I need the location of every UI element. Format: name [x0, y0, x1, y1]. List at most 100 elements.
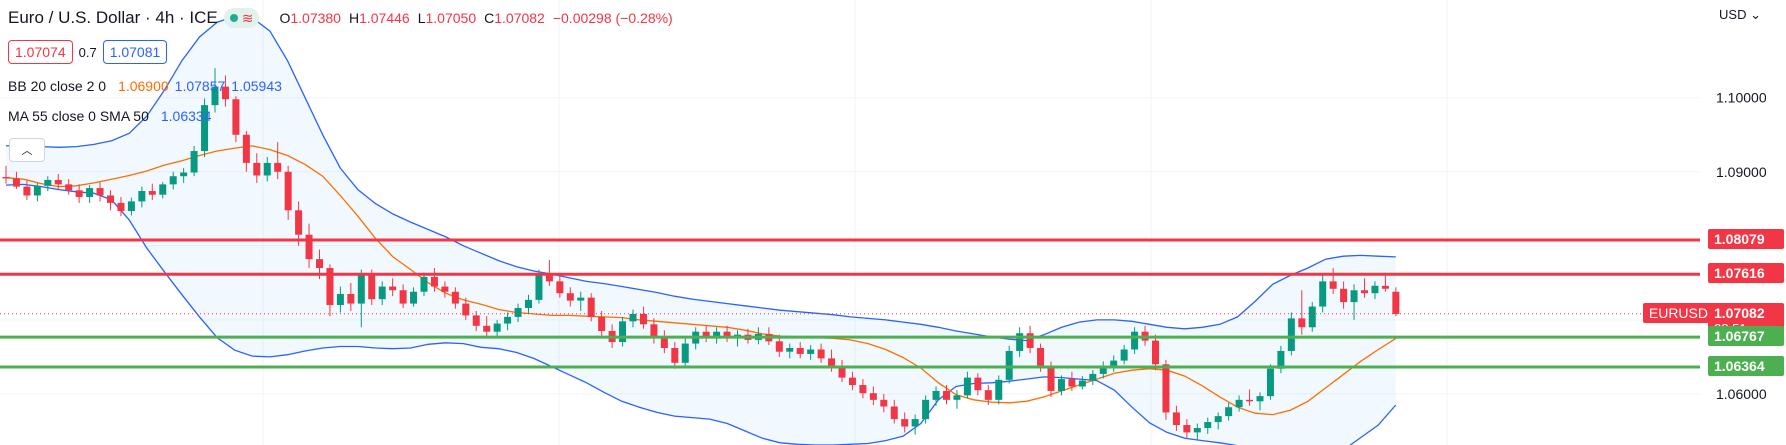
candle-body [1350, 290, 1358, 303]
candle-body [1016, 333, 1024, 351]
candle [1016, 327, 1024, 357]
bb-indicator-legend[interactable]: BB 20 close 2 0 1.06900 1.07857 1.05943 [8, 78, 282, 94]
candle [713, 327, 721, 344]
candle [869, 386, 877, 406]
horizontal-levels [0, 238, 1700, 369]
candle [232, 96, 240, 143]
candle [1246, 389, 1254, 406]
bb-basis-value: 1.06900 [118, 78, 169, 94]
candle-body [796, 348, 804, 354]
candle [587, 293, 595, 322]
candle-body [12, 178, 20, 187]
candle-body [1172, 412, 1180, 426]
candle [44, 176, 52, 192]
candle-body [1246, 399, 1254, 402]
candle-body [1308, 306, 1316, 328]
candle [493, 319, 501, 339]
candle-body [639, 313, 647, 325]
candle [817, 343, 825, 363]
ma-value: 1.06334 [160, 108, 212, 124]
symbol-title[interactable]: Euro / U.S. Dollar · 4h · ICE [8, 8, 218, 27]
candle-body [33, 185, 41, 196]
ma-indicator-legend[interactable]: MA 55 close 0 SMA 50 1.06334 [8, 108, 211, 124]
candle-body [1204, 422, 1212, 428]
candle [117, 196, 125, 217]
candle [242, 131, 250, 172]
candle [974, 373, 982, 396]
candle-body [859, 385, 867, 394]
price-axis-tick: 1.09000 [1716, 164, 1767, 180]
candle [1078, 376, 1086, 390]
candle [305, 223, 313, 269]
candle [96, 182, 104, 202]
candle-body [932, 390, 940, 400]
candle-body [963, 377, 971, 396]
candle [1319, 275, 1327, 313]
candle [1068, 371, 1076, 391]
candle-body [995, 379, 1003, 400]
candle [566, 287, 574, 307]
candle-body [619, 321, 627, 343]
price-change: −0.00298 (−0.28%) [552, 10, 673, 26]
price-axis: 1.10000 1.09000 1.06000 [1716, 90, 1767, 402]
candle-body [535, 275, 543, 300]
ohlc-values: O1.07380 H1.07446 L1.07050 C1.07082 −0.0… [279, 10, 673, 26]
sell-button[interactable]: 1.07074 [8, 40, 73, 64]
candle-body [483, 325, 491, 332]
candle [347, 282, 355, 311]
candle [1089, 370, 1097, 386]
candle-body [472, 315, 480, 326]
candle-body [1329, 281, 1337, 289]
candle-body [430, 276, 438, 287]
candle-body [1392, 291, 1400, 314]
chart-legend-header: Euro / U.S. Dollar · 4h · ICE ≋ O1.07380… [8, 8, 673, 28]
candle-body [263, 162, 271, 176]
candle-body [817, 349, 825, 359]
candle-body [410, 291, 418, 304]
candle [1131, 327, 1139, 354]
candle [274, 142, 282, 180]
grid-lines [0, 0, 1700, 445]
candle [1235, 395, 1243, 412]
candle [1026, 325, 1034, 354]
candle-body [159, 184, 167, 195]
candles [2, 68, 1400, 440]
candle [1214, 412, 1222, 430]
candle-body [242, 134, 250, 163]
candle-body [326, 268, 334, 306]
candle-body [1319, 281, 1327, 307]
buy-button[interactable]: 1.07081 [102, 40, 168, 64]
candle [598, 310, 606, 339]
candle-body [117, 202, 125, 212]
candle [127, 197, 135, 216]
candle [221, 75, 229, 107]
bb-indicator-name: BB 20 close 2 0 [8, 78, 107, 94]
bb-upper-value: 1.07857 [174, 78, 226, 94]
candle-body [1068, 379, 1076, 387]
candle [671, 342, 679, 369]
candle-body [232, 99, 240, 135]
candle [1183, 419, 1191, 439]
market-status-badge[interactable]: ≋ [223, 8, 260, 28]
candle-body [284, 171, 292, 211]
candle-body [65, 184, 73, 191]
candle [1162, 359, 1170, 420]
candle-body [514, 308, 522, 317]
candle [284, 165, 292, 220]
collapse-legend-button[interactable]: ︿ [9, 138, 45, 162]
chevron-up-icon: ︿ [21, 145, 33, 157]
candle-body [347, 293, 355, 304]
candle-body [566, 293, 574, 301]
candle-body [775, 341, 783, 352]
candle-body [368, 275, 376, 300]
candle [12, 171, 20, 189]
candle-body [316, 259, 323, 269]
candle [786, 343, 794, 359]
candle-body [1057, 379, 1065, 391]
resistance-level-tag: 1.08079 [1708, 228, 1784, 249]
candle [138, 186, 146, 208]
candle [472, 310, 480, 331]
delayed-data-icon: ≋ [241, 9, 254, 26]
currency-selector[interactable]: USD ⌄ [1719, 7, 1761, 22]
